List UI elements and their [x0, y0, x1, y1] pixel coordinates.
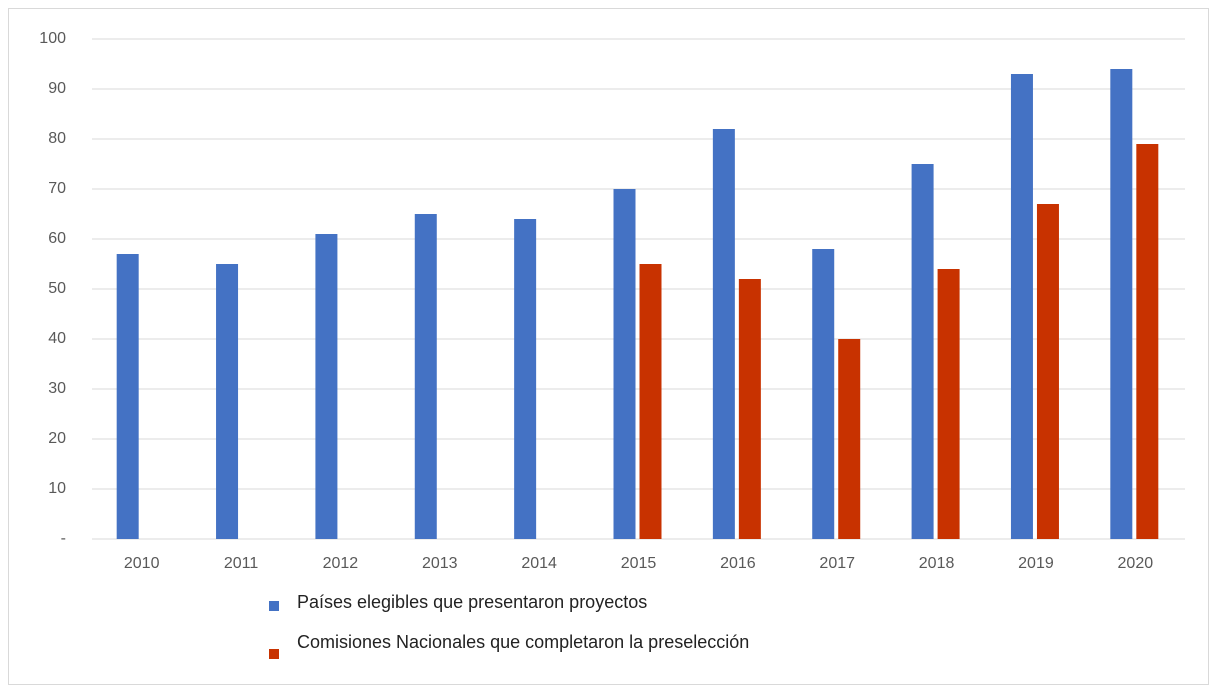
y-tick-label: 80	[48, 130, 66, 147]
legend-label: Comisiones Nacionales que completaron la…	[297, 632, 749, 652]
x-tick-label: 2018	[919, 555, 955, 572]
y-tick-label: 30	[48, 380, 66, 397]
x-tick-label: 2013	[422, 555, 458, 572]
y-tick-label: 40	[48, 330, 66, 347]
x-tick-label: 2012	[323, 555, 359, 572]
x-tick-label: 2017	[819, 555, 855, 572]
x-tick-label: 2014	[521, 555, 557, 572]
x-tick-label: 2015	[621, 555, 657, 572]
legend-swatch	[269, 601, 279, 611]
bar	[937, 269, 960, 539]
legend-label: Países elegibles que presentaron proyect…	[297, 592, 647, 612]
y-tick-label: 60	[48, 230, 66, 247]
bar	[116, 254, 139, 539]
x-tick-label: 2010	[124, 555, 160, 572]
y-tick-label: 100	[39, 30, 66, 47]
y-tick-label: 50	[48, 280, 66, 297]
y-tick-label: 20	[48, 430, 66, 447]
bar	[1110, 69, 1133, 539]
bar	[216, 264, 239, 539]
y-tick-label: 90	[48, 80, 66, 97]
x-tick-label: 2020	[1118, 555, 1154, 572]
x-tick-label: 2019	[1018, 555, 1054, 572]
bar	[812, 249, 835, 539]
bar	[1036, 204, 1059, 539]
bar	[414, 214, 437, 539]
bar	[1136, 144, 1159, 539]
bar	[712, 129, 735, 539]
x-tick-label: 2016	[720, 555, 756, 572]
y-tick-label: 10	[48, 480, 66, 497]
bar	[738, 279, 761, 539]
bar	[315, 234, 338, 539]
legend-swatch	[269, 649, 279, 659]
y-tick-label: -	[61, 530, 66, 547]
x-tick-label: 2011	[224, 555, 259, 572]
bar	[1010, 74, 1033, 539]
bar	[838, 339, 861, 539]
bar	[911, 164, 934, 539]
bar	[639, 264, 662, 539]
bar	[613, 189, 636, 539]
bar	[514, 219, 537, 539]
y-tick-label: 70	[48, 180, 66, 197]
chart-border	[8, 8, 1209, 685]
